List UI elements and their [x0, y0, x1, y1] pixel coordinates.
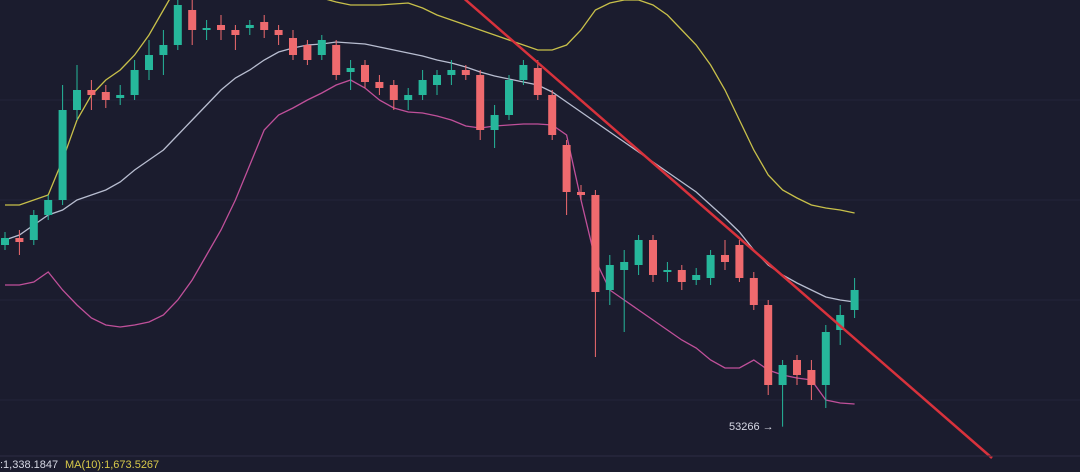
candle-body — [447, 70, 456, 75]
candle-body — [634, 240, 643, 265]
band-line — [5, 0, 855, 214]
candle-body — [793, 360, 801, 375]
candle-body — [389, 85, 398, 100]
candle-body — [677, 270, 686, 282]
candle-body — [361, 65, 369, 82]
candle-body — [605, 265, 614, 290]
band-line — [5, 79, 855, 405]
candle-body — [332, 45, 341, 75]
candle-body — [577, 192, 585, 195]
candle-body — [850, 290, 859, 310]
candle-body — [562, 145, 571, 192]
grid — [0, 99, 1080, 401]
status-text: :1,338.1847 — [0, 459, 58, 471]
candle-body — [476, 75, 485, 130]
candle-body — [721, 255, 729, 262]
candle-body — [735, 245, 744, 278]
candle-body — [245, 25, 254, 28]
candle-body — [130, 70, 139, 95]
candle-body — [505, 80, 513, 115]
candle-body — [274, 30, 283, 35]
candle-body — [706, 255, 715, 278]
candle-body — [317, 40, 326, 55]
bands — [4, 0, 855, 405]
candle-body — [749, 278, 758, 305]
candle-body — [807, 370, 816, 385]
candle-body — [375, 82, 384, 88]
candle-body — [692, 275, 701, 280]
candle-body — [663, 270, 672, 272]
candle-body — [591, 195, 600, 292]
candle-body — [548, 95, 557, 135]
candle-body — [533, 68, 542, 95]
candle-body — [145, 55, 153, 70]
candle-body — [418, 80, 427, 95]
candle-body — [490, 115, 499, 130]
candle-body — [778, 365, 787, 385]
candle-body — [173, 5, 182, 45]
candle-body — [87, 90, 96, 95]
status-ma: MA(10):1,673.5267 — [65, 459, 159, 471]
candle-body — [346, 68, 355, 72]
candle-body — [433, 75, 441, 85]
candles — [1, 0, 859, 427]
candle-body — [44, 200, 53, 215]
candle-body — [188, 10, 197, 30]
candle-body — [404, 95, 413, 100]
candle-body — [620, 262, 629, 270]
candle-body — [461, 70, 470, 75]
candle-body — [1, 238, 9, 245]
candle-body — [836, 315, 845, 330]
low-annotation: 53266 → — [729, 421, 774, 433]
candle-body — [260, 22, 269, 30]
candle-body — [764, 305, 773, 385]
candle-body — [29, 215, 38, 240]
candle-body — [821, 332, 830, 385]
trend-line — [463, 0, 993, 459]
candle-body — [58, 110, 67, 200]
candle-body — [519, 65, 528, 80]
candle-body — [289, 38, 297, 55]
candle-body — [73, 90, 81, 110]
candle-body — [231, 30, 240, 35]
candle-body — [202, 28, 211, 30]
candle-body — [116, 95, 125, 98]
candle-body — [217, 25, 225, 30]
candle-body — [101, 92, 110, 100]
candle-body — [159, 45, 168, 55]
band-line — [4, 41, 855, 303]
candle-body — [303, 45, 312, 60]
candle-body — [15, 238, 24, 242]
candle-body — [649, 240, 657, 275]
